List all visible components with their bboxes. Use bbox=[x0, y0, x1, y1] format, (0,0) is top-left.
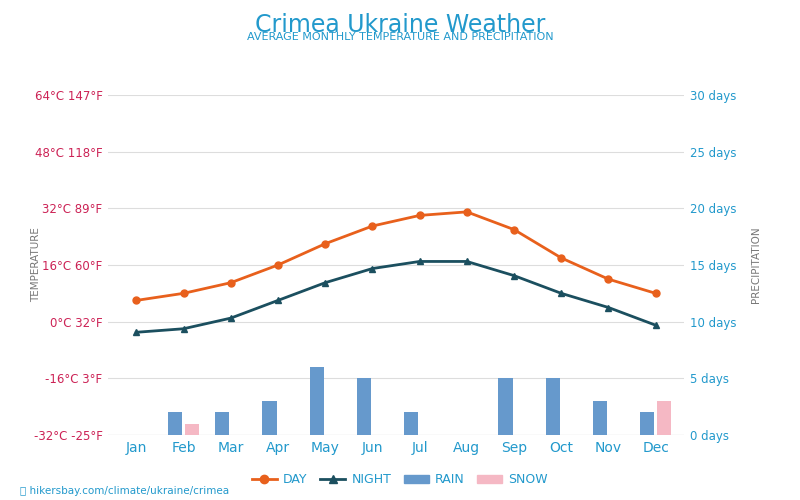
Legend: DAY, NIGHT, RAIN, SNOW: DAY, NIGHT, RAIN, SNOW bbox=[247, 468, 553, 491]
Bar bbox=[168, 412, 182, 435]
Bar bbox=[357, 378, 371, 435]
Text: AVERAGE MONTHLY TEMPERATURE AND PRECIPITATION: AVERAGE MONTHLY TEMPERATURE AND PRECIPIT… bbox=[246, 32, 554, 42]
Bar bbox=[185, 424, 199, 435]
Text: PRECIPITATION: PRECIPITATION bbox=[751, 226, 761, 304]
Bar bbox=[498, 378, 513, 435]
Bar bbox=[262, 401, 277, 435]
Bar bbox=[640, 412, 654, 435]
Bar bbox=[593, 401, 607, 435]
Text: Crimea Ukraine Weather: Crimea Ukraine Weather bbox=[255, 12, 545, 36]
Text: TEMPERATURE: TEMPERATURE bbox=[31, 228, 41, 302]
Bar bbox=[657, 401, 671, 435]
Bar bbox=[310, 367, 324, 435]
Bar bbox=[404, 412, 418, 435]
Text: ⌖ hikersbay.com/climate/ukraine/crimea: ⌖ hikersbay.com/climate/ukraine/crimea bbox=[20, 486, 229, 496]
Bar bbox=[546, 378, 560, 435]
Bar bbox=[215, 412, 230, 435]
